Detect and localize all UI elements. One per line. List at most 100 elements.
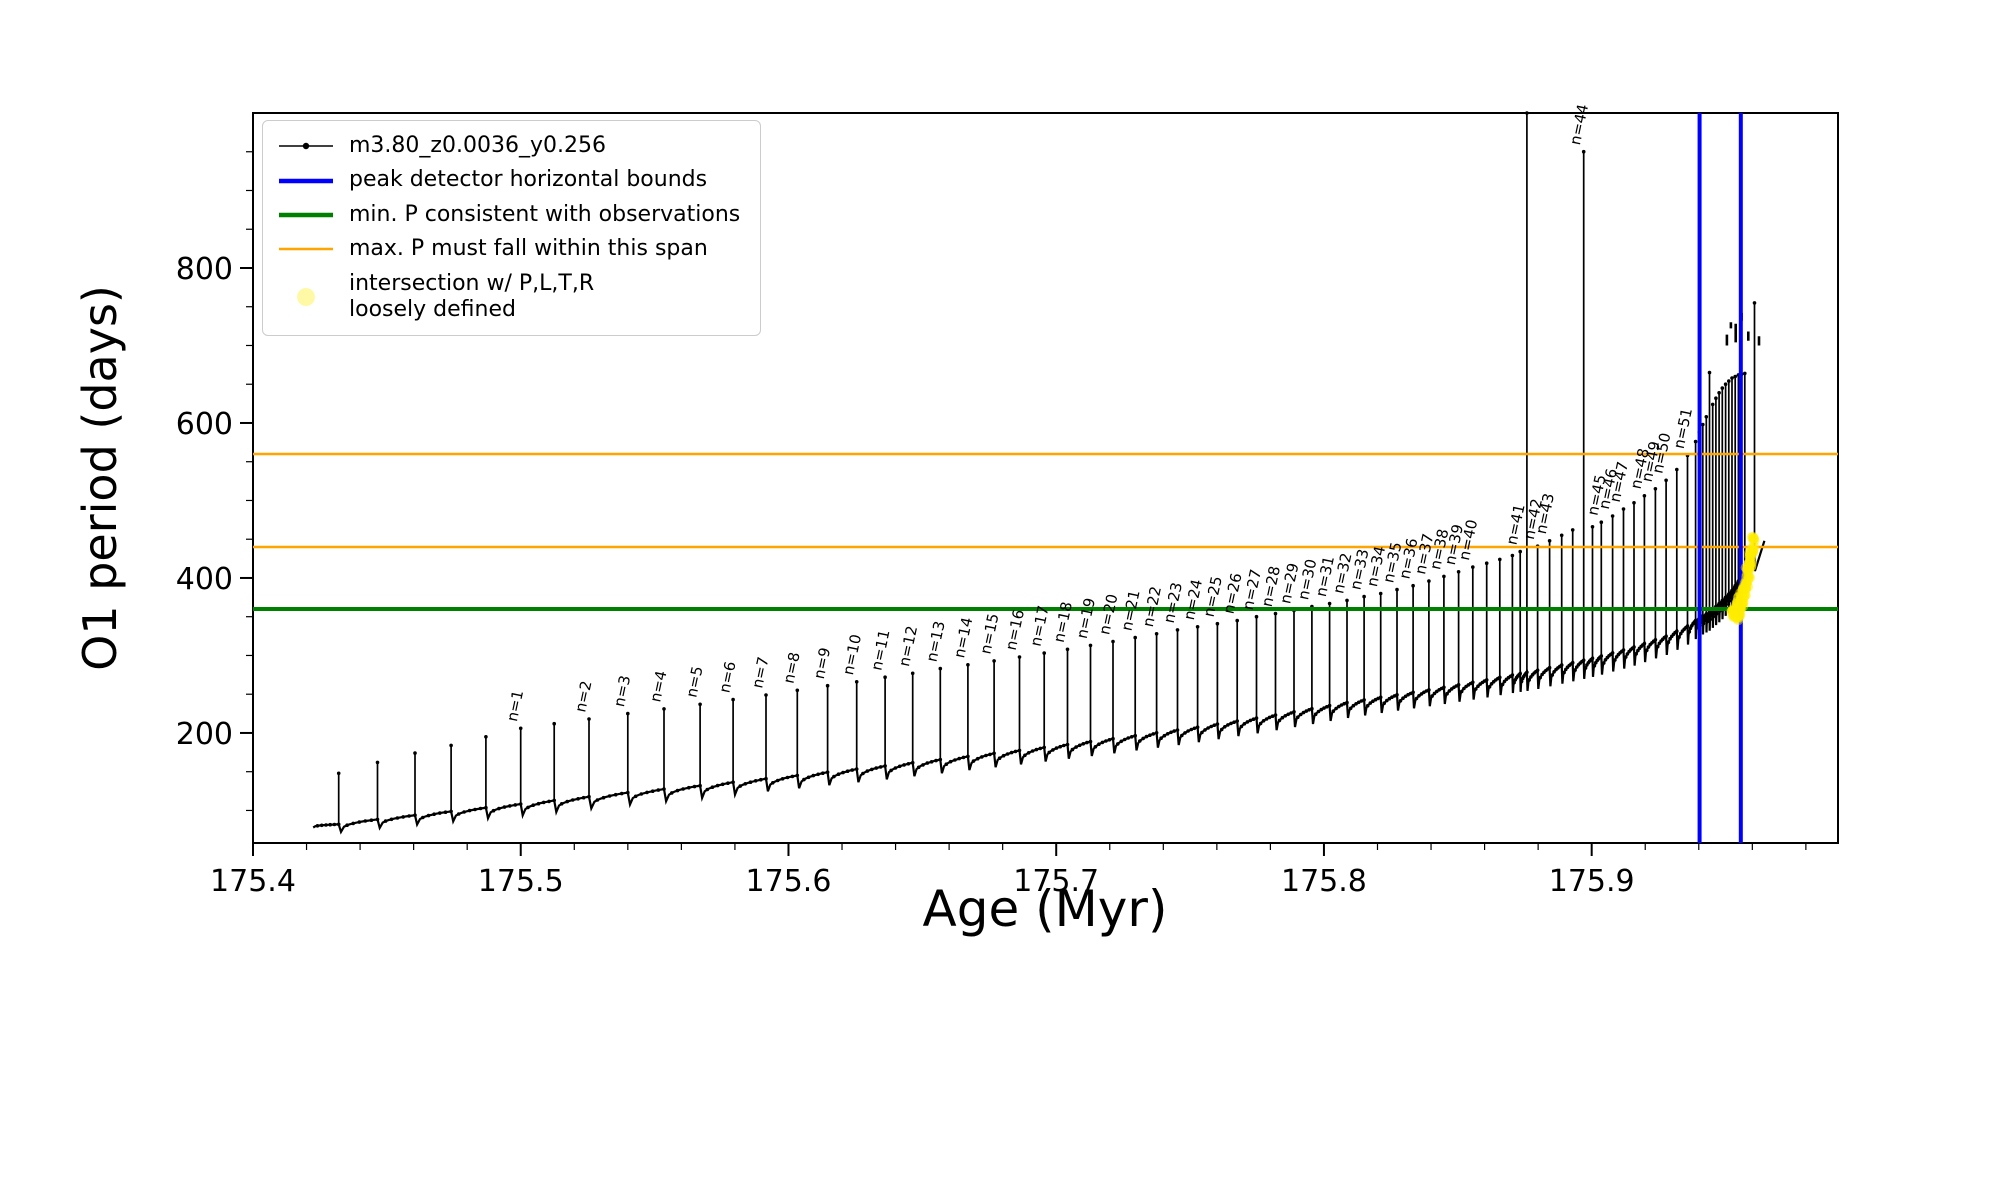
pulse-label: n=9 <box>810 646 834 681</box>
intersection-point <box>1745 551 1756 562</box>
intersection-point <box>1749 535 1760 546</box>
pulse-label: n=1 <box>503 688 527 723</box>
intersection-point <box>1735 603 1746 614</box>
intersection-point <box>1740 590 1751 601</box>
intersection-point <box>1734 605 1745 616</box>
intersection-point <box>1744 572 1755 583</box>
intersection-point <box>1732 613 1743 624</box>
legend-label: min. P consistent with observations <box>349 201 741 227</box>
pulse-label: n=8 <box>780 650 804 685</box>
intersection-point <box>1731 598 1742 609</box>
intersection-point <box>1738 583 1749 594</box>
intersection-point <box>1729 610 1740 621</box>
intersection-point <box>1728 604 1739 615</box>
intersection-point <box>1732 598 1743 609</box>
intersection-point <box>1749 541 1760 552</box>
intersection-point <box>1748 533 1759 544</box>
intersection-point <box>1747 531 1758 542</box>
intersection-point <box>1743 565 1754 576</box>
intersection-point <box>1732 611 1742 622</box>
intersection-point <box>1746 532 1757 543</box>
intersection-point <box>1737 584 1748 595</box>
intersection-point <box>1734 602 1745 613</box>
intersection-point <box>1736 599 1747 610</box>
intersection-point <box>1733 604 1744 614</box>
intersection-point <box>1730 609 1741 620</box>
intersection-point <box>1733 591 1744 602</box>
intersection-point <box>1726 606 1737 617</box>
intersection-point <box>1737 598 1748 609</box>
intersection-point <box>1735 604 1746 614</box>
intersection-point <box>1732 612 1743 623</box>
intersection-point <box>1745 558 1756 569</box>
intersection-point <box>1744 556 1755 567</box>
intersection-point <box>1733 602 1744 612</box>
x-tick-label: 175.8 <box>1281 864 1367 899</box>
intersection-point <box>1744 550 1755 561</box>
pulse-label: n=43 <box>1532 492 1558 536</box>
y-tick-label: 600 <box>176 407 233 442</box>
pulse-label: n=12 <box>895 624 921 668</box>
pulse-label: n=7 <box>748 655 772 690</box>
pulse-label: n=14 <box>950 616 976 660</box>
intersection-point <box>1732 605 1743 616</box>
intersection-point <box>1732 592 1743 603</box>
intersection-point <box>1737 583 1748 594</box>
intersection-point <box>1748 545 1759 556</box>
pulse-label: n=11 <box>867 628 893 672</box>
pulse-label: n=19 <box>1073 596 1099 640</box>
intersection-point <box>1734 612 1745 622</box>
intersection-point <box>1734 606 1745 617</box>
intersection-point <box>1734 604 1745 614</box>
intersection-point <box>1740 590 1751 601</box>
pulse-label: n=15 <box>976 612 1002 656</box>
intersection-point <box>1746 545 1757 556</box>
intersection-point <box>1735 588 1745 599</box>
intersection-point <box>1739 582 1750 593</box>
pulse-label: n=4 <box>646 669 670 704</box>
pulse-label: n=13 <box>923 619 949 663</box>
intersection-point <box>1741 578 1752 589</box>
intersection-point <box>1740 562 1751 573</box>
intersection-point <box>1741 572 1752 582</box>
intersection-point <box>1739 578 1750 589</box>
intersection-point <box>1743 558 1754 569</box>
legend-label: peak detector horizontal bounds <box>349 167 708 193</box>
pulse-label: n=10 <box>839 633 865 677</box>
intersection-point <box>1746 561 1757 572</box>
intersection-point <box>1729 607 1740 618</box>
x-tick-label: 175.7 <box>1013 864 1099 899</box>
intersection-point <box>1743 561 1754 572</box>
intersection-point <box>1733 606 1744 617</box>
intersection-point <box>1729 608 1740 618</box>
intersection-point <box>1743 571 1754 581</box>
intersection-point <box>1746 558 1757 568</box>
intersection-point <box>1742 563 1753 574</box>
legend-entry: m3.80_z0.0036_y0.256 <box>277 133 740 159</box>
intersection-point <box>1738 582 1749 593</box>
intersection-point <box>1737 592 1748 602</box>
intersection-point <box>1741 577 1752 588</box>
intersection-point <box>1731 597 1742 607</box>
intersection-point <box>1748 533 1759 544</box>
intersection-point <box>1731 612 1742 623</box>
intersection-point <box>1733 601 1744 612</box>
track-markers <box>315 111 1757 828</box>
intersection-point <box>1748 545 1759 556</box>
intersection-point <box>1731 600 1742 611</box>
intersection-point <box>1745 552 1756 563</box>
intersection-point <box>1743 558 1754 568</box>
intersection-point <box>1735 595 1746 606</box>
legend-swatch-line-marker-icon <box>279 142 333 150</box>
intersection-point <box>1727 604 1738 615</box>
intersection-point <box>1747 542 1758 553</box>
x-tick-label: 175.9 <box>1549 864 1635 899</box>
legend-entry: max. P must fall within this span <box>277 236 740 262</box>
intersection-scatter <box>1726 531 1760 626</box>
intersection-point <box>1733 605 1744 616</box>
legend-label: max. P must fall within this span <box>349 236 708 262</box>
intersection-point <box>1748 544 1759 554</box>
plot-frame <box>252 112 1839 844</box>
